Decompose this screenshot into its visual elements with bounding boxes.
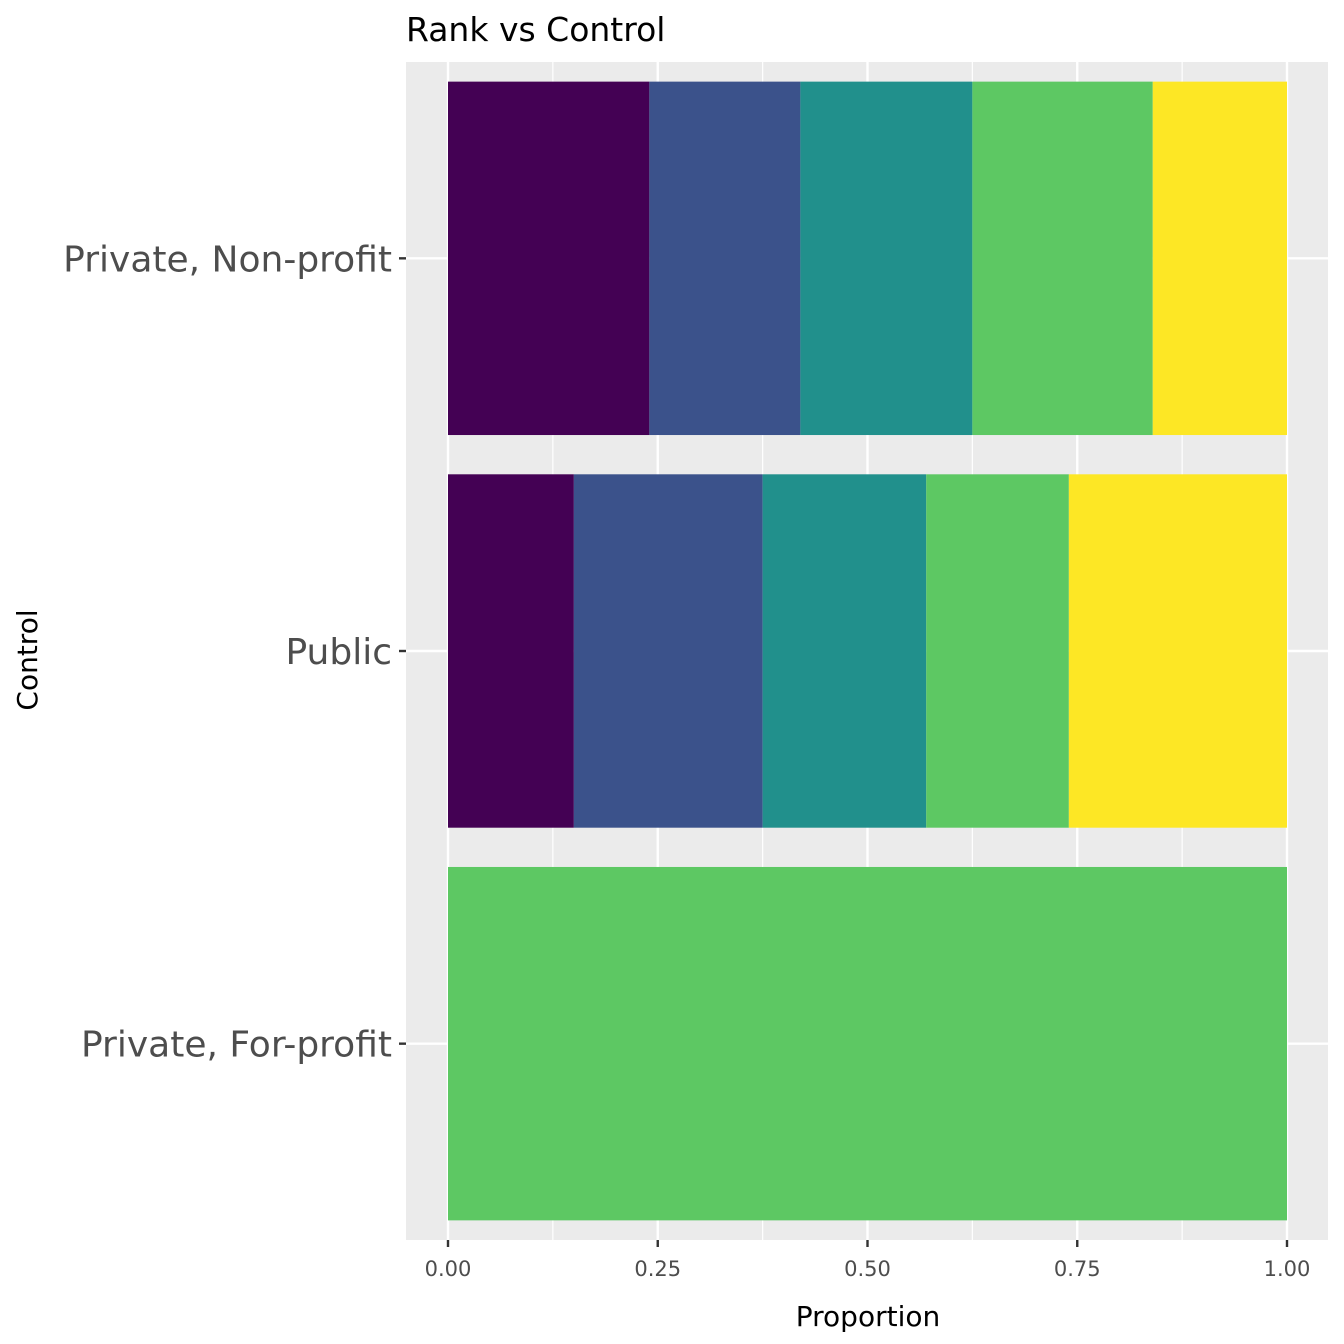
bar-segment [1068, 474, 1287, 828]
bar-segment [926, 474, 1069, 828]
y-tick-label: Private, Non-profit [63, 239, 392, 280]
x-tick-label: 0.50 [844, 1257, 891, 1281]
x-axis: 0.00 0.25 0.50 0.75 1.00 [425, 1240, 1311, 1281]
x-axis-title: Proportion [796, 1300, 940, 1333]
bar-segment [1152, 81, 1287, 436]
chart-title: Rank vs Control [406, 10, 665, 49]
x-tick-label: 1.00 [1264, 1257, 1311, 1281]
bar-segment [448, 866, 1287, 1221]
bar-segment [649, 81, 801, 436]
bar-segment [448, 81, 650, 436]
bar-segment [800, 81, 973, 436]
bar-segment [972, 81, 1153, 436]
x-tick-label: 0.75 [1054, 1257, 1101, 1281]
x-tick-label: 0.25 [634, 1257, 681, 1281]
bar-segment [762, 474, 927, 828]
y-axis: Private, For-profit Public Private, Non-pr… [63, 239, 406, 1066]
x-tick-label: 0.00 [425, 1257, 472, 1281]
y-axis-title: Control [11, 609, 44, 710]
bar-segment [448, 474, 574, 828]
bars [448, 81, 1287, 1221]
y-tick-label: Public [285, 632, 392, 673]
y-tick-label: Private, For-profit [81, 1025, 392, 1066]
bar-segment [573, 474, 763, 828]
